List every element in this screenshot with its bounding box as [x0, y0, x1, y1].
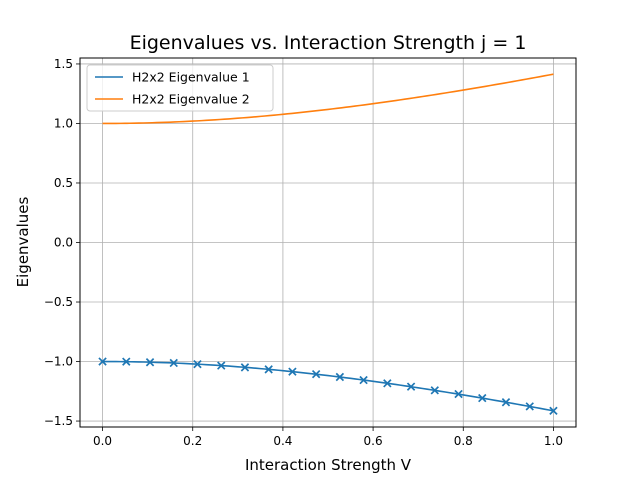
data-point-marker: [311, 369, 321, 379]
x-tick-label: 0.0: [93, 434, 112, 448]
data-point-marker: [264, 365, 273, 374]
legend-label: H2x2 Eigenvalue 2: [132, 92, 250, 107]
data-point-marker: [549, 406, 558, 416]
data-point-marker: [240, 363, 250, 372]
data-point-marker: [501, 398, 511, 407]
x-tick-label: 0.4: [273, 434, 292, 448]
y-tick-label: 1.5: [54, 57, 73, 71]
y-tick-label: 0.5: [54, 176, 73, 190]
data-point-marker: [454, 389, 463, 399]
data-point-marker: [122, 357, 131, 366]
legend-box: [86, 64, 274, 112]
x-axis-label: Interaction Strength V: [245, 456, 412, 474]
y-axis-label: Eigenvalues: [14, 196, 32, 287]
data-point-marker: [359, 375, 368, 385]
data-point-marker: [288, 367, 297, 376]
data-point-marker: [525, 402, 534, 411]
data-point-marker: [406, 382, 416, 391]
data-point-marker: [478, 393, 487, 403]
data-point-marker: [98, 357, 107, 366]
y-tick-label: −1.5: [44, 414, 73, 428]
series-layer: [98, 73, 558, 416]
y-tick-label: 1.0: [54, 116, 73, 130]
data-point-marker: [193, 359, 202, 369]
series-line-2: [102, 73, 554, 125]
ticks: 0.0 0.2 0.4 0.6 0.8 1.0 −1.5 −1.0 −0.5 0.0 0.5 1.0 1…: [44, 57, 563, 448]
data-point-marker: [335, 372, 345, 382]
legend: H2x2 Eigenvalue 1 H2x2 Eigenvalue 2: [86, 64, 274, 112]
data-point-marker: [430, 386, 439, 395]
y-tick-label: −0.5: [44, 295, 73, 309]
y-tick-label: 0.0: [54, 236, 73, 250]
x-tick-label: 0.2: [183, 434, 202, 448]
data-point-marker: [169, 358, 178, 368]
x-tick-label: 0.8: [454, 434, 473, 448]
grid: [80, 58, 576, 427]
chart-title: Eigenvalues vs. Interaction Strength j =…: [130, 32, 527, 54]
y-tick-label: −1.0: [44, 355, 73, 369]
data-point-marker: [145, 358, 155, 367]
x-tick-label: 1.0: [544, 434, 563, 448]
data-point-marker: [383, 379, 392, 388]
legend-label: H2x2 Eigenvalue 1: [132, 70, 250, 85]
series-line-1: [102, 360, 554, 412]
data-point-marker: [217, 361, 226, 370]
x-tick-label: 0.6: [364, 434, 383, 448]
